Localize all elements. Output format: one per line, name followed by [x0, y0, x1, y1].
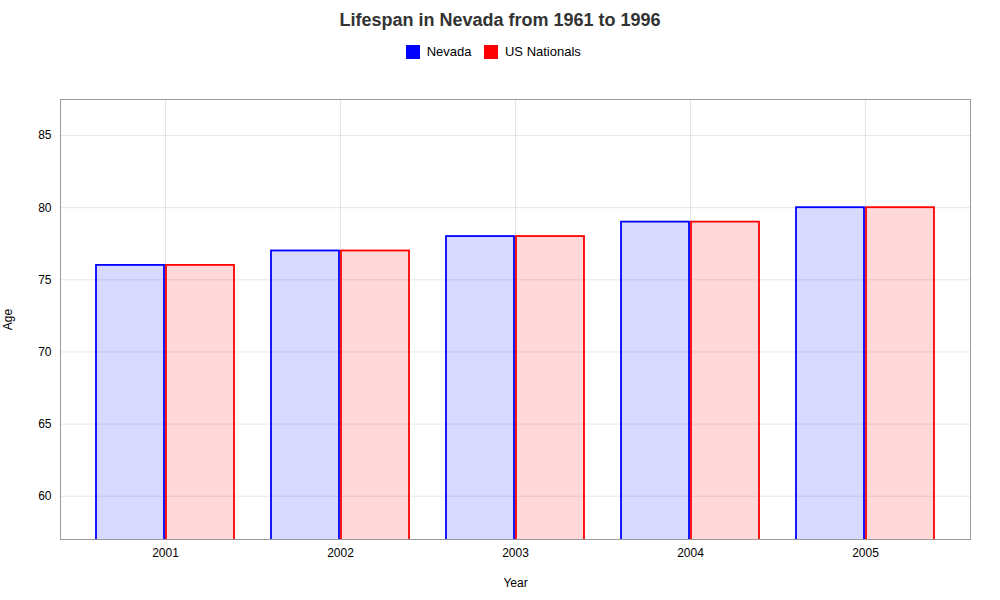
svg-text:70: 70 — [38, 344, 52, 358]
svg-text:Year: Year — [503, 575, 527, 589]
svg-text:2001: 2001 — [152, 546, 179, 560]
svg-text:75: 75 — [38, 272, 52, 286]
svg-text:2005: 2005 — [852, 546, 879, 560]
svg-text:2004: 2004 — [677, 546, 704, 560]
svg-text:2002: 2002 — [327, 546, 354, 560]
svg-text:2003: 2003 — [502, 546, 529, 560]
html-text:Lifespan in Nevada from 1961 t: Lifespan in Nevada from 1961 to 1996 — [339, 10, 661, 30]
html-text:US Nationals: US Nationals — [505, 44, 581, 59]
svg-text:Age: Age — [1, 308, 15, 330]
svg-text:85: 85 — [38, 128, 52, 142]
svg-text:65: 65 — [38, 416, 52, 430]
html-text:Nevada: Nevada — [426, 44, 472, 59]
svg-text:60: 60 — [38, 489, 52, 503]
svg-text:80: 80 — [38, 200, 52, 214]
